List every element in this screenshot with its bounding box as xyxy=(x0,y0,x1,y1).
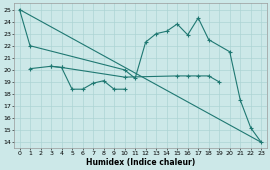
X-axis label: Humidex (Indice chaleur): Humidex (Indice chaleur) xyxy=(86,158,195,167)
